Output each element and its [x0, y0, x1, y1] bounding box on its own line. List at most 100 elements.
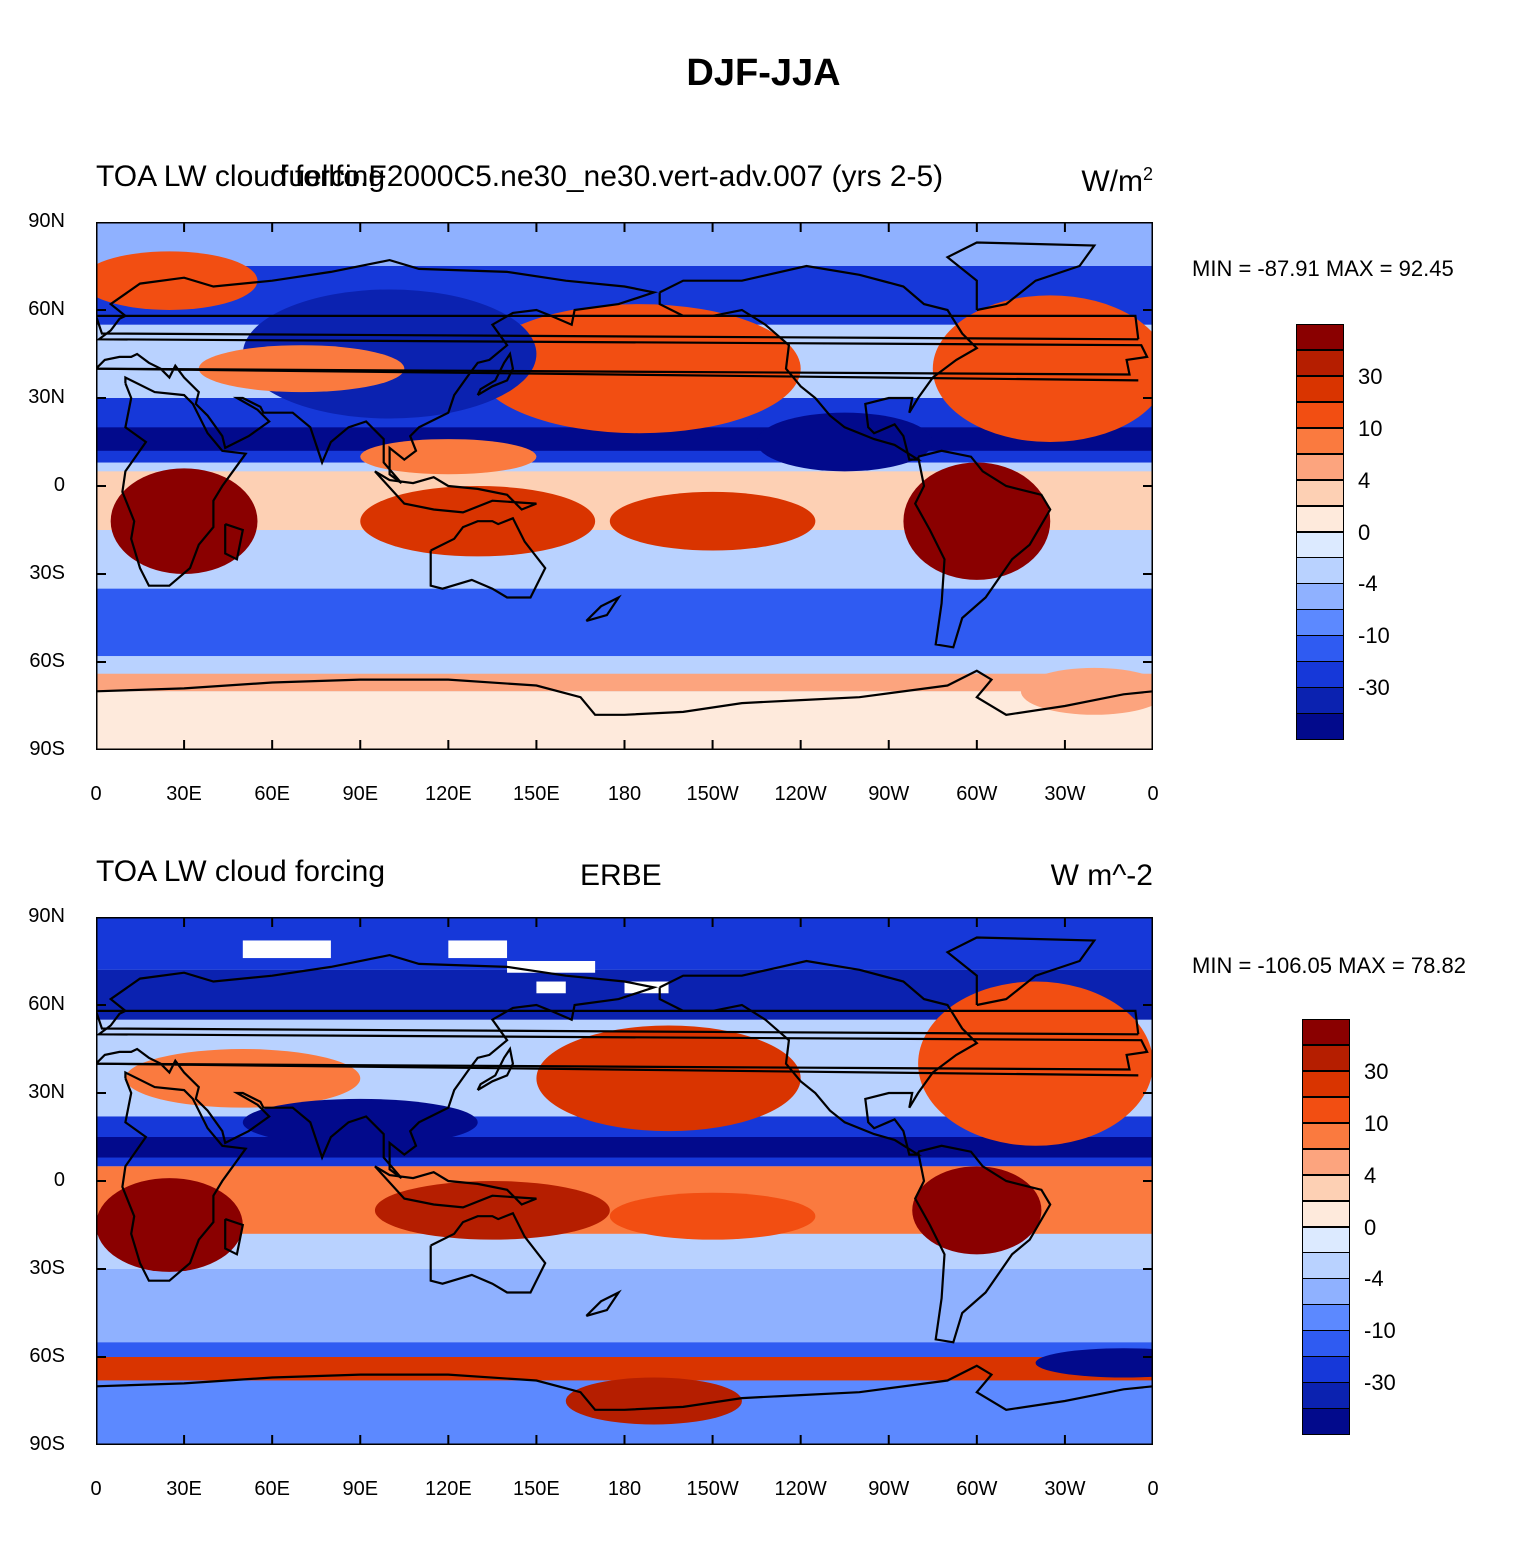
field-contour	[1020, 667, 1153, 715]
africa-maximum	[96, 1178, 243, 1272]
colorbar-swatch	[1296, 713, 1344, 740]
coastline	[374, 470, 537, 514]
field-contour	[125, 1049, 361, 1108]
colorbar-swatch	[1296, 453, 1344, 481]
lon-label: 120E	[424, 1478, 472, 1500]
lon-label: 90E	[342, 1478, 379, 1500]
lat-label: 90S	[29, 738, 65, 760]
lat-label: 30N	[28, 1081, 65, 1103]
field-band	[96, 1342, 1153, 1357]
lon-label: 60W	[956, 1478, 998, 1500]
lon-label: 90W	[868, 1478, 910, 1500]
colorbar-swatch	[1296, 479, 1344, 507]
field-contour	[198, 345, 405, 393]
coastline	[913, 449, 1052, 649]
panel-center-label: fuellfo.F2000C5.ne30_ne30.vert-adv.007 (…	[280, 160, 944, 193]
colorbar-swatch	[1302, 1122, 1350, 1150]
coastline	[585, 594, 622, 622]
units-base: W m^-2	[1050, 859, 1153, 892]
north-pacific-positive	[536, 1025, 801, 1132]
map-plot	[96, 222, 1153, 750]
lon-label: 90W	[868, 783, 910, 805]
lon-label: 90E	[342, 783, 379, 805]
colorbar-label: 4	[1358, 467, 1371, 493]
lat-label: 30N	[28, 386, 65, 408]
panel-model: TOA LW cloud forcing fuellfo.F2000C5.ne3…	[0, 150, 1527, 850]
colorbar-swatch	[1302, 1356, 1350, 1383]
min-max-readout: MIN = -106.05 MAX = 78.82	[1192, 953, 1466, 978]
lat-label: 60S	[29, 1345, 65, 1367]
lon-label: 120E	[424, 783, 472, 805]
lon-label: 30W	[1044, 783, 1086, 805]
colorbar-label: -10	[1364, 1318, 1396, 1344]
coastline	[96, 258, 1139, 484]
coastline	[476, 351, 515, 397]
field-band	[96, 673, 1153, 692]
coastline	[945, 241, 1097, 312]
colorbar-label: 4	[1364, 1162, 1377, 1188]
coastline	[429, 1211, 547, 1294]
lon-label: 150E	[513, 1478, 560, 1500]
field-band	[96, 1269, 1153, 1343]
colorbar-label: -30	[1364, 1370, 1396, 1396]
lon-label: 120W	[774, 1478, 827, 1500]
colorbar-label: 10	[1358, 415, 1383, 441]
min-max-readout: MIN = -87.91 MAX = 92.45	[1192, 256, 1454, 281]
colorbar-swatch	[1302, 1278, 1350, 1305]
coastline	[96, 953, 1139, 1179]
coastline	[96, 314, 1149, 376]
lon-label: 150E	[513, 783, 560, 805]
colorbar	[1302, 1019, 1350, 1435]
lon-label: 0	[1147, 1478, 1159, 1500]
colorbar-swatch	[1302, 1044, 1350, 1072]
asia-minimum	[242, 1098, 478, 1146]
missing-data	[536, 981, 566, 994]
lat-label: 60N	[28, 993, 65, 1015]
missing-data	[242, 940, 331, 959]
panel-units: W/m2	[1081, 164, 1153, 199]
lon-label: 30E	[166, 783, 202, 805]
lat-label: 90N	[28, 210, 65, 232]
colorbar-swatch	[1302, 1070, 1350, 1098]
lon-label: 150W	[686, 783, 739, 805]
lon-label: 30W	[1044, 1478, 1086, 1500]
coastline	[374, 1165, 537, 1209]
colorbar-swatch	[1302, 1226, 1350, 1253]
lat-label: 0	[53, 1169, 65, 1191]
lon-label: 60E	[254, 783, 290, 805]
field-contour	[756, 412, 933, 472]
lon-label: 180	[607, 1478, 642, 1500]
coastline	[96, 1009, 1140, 1036]
lat-label: 90S	[29, 1433, 65, 1455]
colorbar-swatch	[1302, 1200, 1350, 1227]
coastline	[585, 1289, 622, 1317]
lon-label: 60E	[254, 1478, 290, 1500]
field-contour	[96, 251, 258, 310]
lat-label: 60S	[29, 650, 65, 672]
colorbar-label: -4	[1364, 1266, 1384, 1292]
colorbar-swatch	[1296, 324, 1344, 351]
map-svg	[96, 222, 1153, 750]
field-band	[96, 588, 1153, 657]
colorbar-label: 0	[1364, 1214, 1377, 1240]
colorbar-label: -30	[1358, 675, 1390, 701]
colorbar-swatch	[1296, 557, 1344, 584]
colorbar-swatch	[1296, 609, 1344, 636]
coastline	[224, 1218, 245, 1256]
missing-data	[507, 961, 596, 973]
colorbar-swatch	[1296, 583, 1344, 610]
colorbar-swatch	[1296, 401, 1344, 429]
south-america-maximum	[912, 1166, 1042, 1255]
field-contour	[565, 1377, 742, 1425]
field-contour	[374, 1181, 610, 1240]
colorbar-label: -4	[1358, 571, 1378, 597]
coastline	[96, 314, 1140, 341]
colorbar-swatch	[1296, 505, 1344, 532]
colorbar-swatch	[1296, 349, 1344, 377]
map-svg	[96, 917, 1153, 1445]
lat-label: 0	[53, 474, 65, 496]
colorbar-label: 10	[1364, 1110, 1389, 1136]
coastline	[121, 375, 248, 587]
coastline	[476, 1046, 515, 1092]
lon-label: 30E	[166, 1478, 202, 1500]
